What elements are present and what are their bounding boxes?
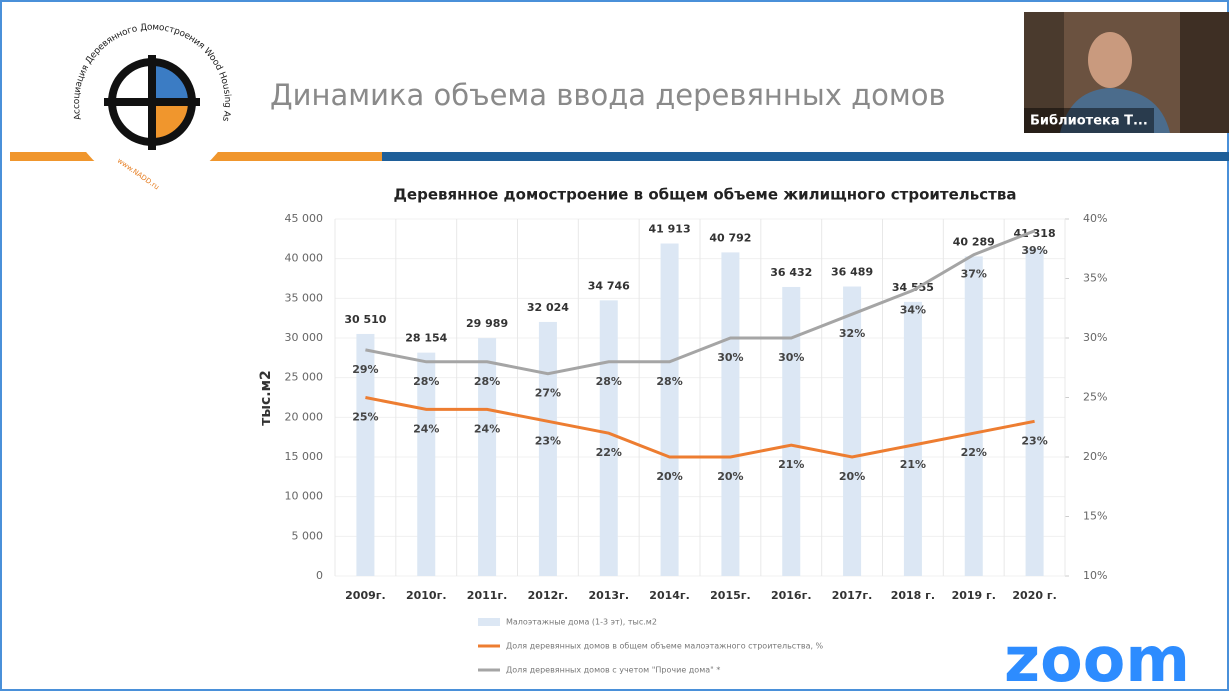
y-axis-label: тыс.м2 [258,370,274,426]
y-tick-label: 0 [316,569,323,582]
video-shelf [1024,12,1064,133]
y2-tick-label: 20% [1083,450,1107,463]
line-value-label: 22% [961,446,987,459]
y2-tick-label: 35% [1083,272,1107,285]
line-value-label: 34% [900,303,926,316]
line-series [365,229,1036,376]
y-tick-label: 15 000 [285,450,324,463]
line-series [365,396,1035,459]
line-value-label: 20% [656,470,682,483]
bar-value-label: 34 746 [588,279,630,292]
legend-swatch [478,618,500,626]
line-value-label: 28% [656,375,682,388]
line-value-label: 29% [352,363,378,376]
line-value-label: 23% [1021,434,1047,447]
bar-value-label: 41 913 [649,222,691,235]
bar [903,301,922,576]
x-tick-label: 2019 г. [952,589,996,602]
line-value-label: 30% [717,351,743,364]
bar [599,300,618,576]
bar-value-label: 28 154 [405,332,447,345]
line-value-label: 24% [413,422,439,435]
x-tick-label: 2010г. [406,589,447,602]
logo-quarter [152,102,192,142]
line-value-label: 37% [961,268,987,281]
bar-value-label: 36 432 [770,266,812,279]
x-tick-label: 2013г. [588,589,629,602]
line-value-label: 20% [839,470,865,483]
x-tick-label: 2020 г. [1012,589,1056,602]
bar [660,243,679,576]
bar [1025,248,1044,576]
y2-tick-label: 25% [1083,391,1107,404]
x-tick-label: 2012г. [528,589,569,602]
line-value-label: 22% [596,446,622,459]
bar [478,338,497,576]
y2-tick-label: 40% [1083,212,1107,225]
line-value-label: 21% [778,458,804,471]
zoom-logo: zoom [1004,623,1190,691]
y2-tick-label: 10% [1083,569,1107,582]
legend-label: Доля деревянных домов в общем объеме мал… [506,642,824,651]
x-tick-label: 2014г. [649,589,690,602]
bar-value-label: 36 489 [831,266,873,279]
y2-tick-label: 30% [1083,331,1107,344]
bar [782,286,801,576]
y-tick-label: 5 000 [292,529,324,542]
blue-band [382,152,1229,161]
slide-title: Динамика объема ввода деревянных домов [270,78,946,112]
x-tick-label: 2018 г. [891,589,935,602]
bar-value-label: 30 510 [344,313,386,326]
video-shelf [1180,12,1229,133]
line-value-label: 28% [413,375,439,388]
bar [538,321,557,576]
y-tick-label: 20 000 [285,410,324,423]
bar [843,286,862,576]
video-person [1088,32,1132,88]
bar [356,333,375,576]
y-tick-label: 35 000 [285,291,324,304]
line-value-label: 21% [900,458,926,471]
bar-value-label: 41 318 [1014,227,1056,240]
participant-name: Библиотека Т... [1030,114,1148,129]
x-tick-label: 2017г. [832,589,873,602]
y2-tick-label: 15% [1083,510,1107,523]
x-tick-label: 2011г. [467,589,508,602]
bar [964,256,983,576]
bar-value-label: 29 989 [466,317,508,330]
bar [721,252,740,576]
line-value-label: 28% [474,375,500,388]
video-person [1060,88,1170,133]
line-value-label: 27% [535,387,561,400]
line-value-label: 30% [778,351,804,364]
line-value-label: 23% [535,434,561,447]
y-tick-label: 10 000 [285,490,324,503]
y-tick-label: 45 000 [285,212,324,225]
legend-label: Малоэтажные дома (1-3 эт), тыс.м2 [506,618,657,627]
legend-label: Доля деревянных домов с учетом "Прочие д… [506,666,720,675]
line-value-label: 39% [1021,244,1047,257]
y-tick-label: 25 000 [285,371,324,384]
line-value-label: 32% [839,327,865,340]
video-tile[interactable]: Библиотека Т... [1024,12,1229,133]
chart-title: Деревянное домостроение в общем объеме ж… [394,186,1017,204]
y-tick-label: 40 000 [285,252,324,265]
bar-value-label: 40 792 [709,231,751,244]
y-tick-label: 30 000 [285,331,324,344]
name-plate [1024,108,1154,133]
line-value-label: 25% [352,411,378,424]
line-value-label: 20% [717,470,743,483]
line-value-label: 24% [474,422,500,435]
bar-value-label: 32 024 [527,301,569,314]
logo-quarter [152,62,192,102]
bar-value-label: 40 289 [953,235,995,248]
x-tick-label: 2016г. [771,589,812,602]
x-tick-label: 2015г. [710,589,751,602]
line-value-label: 28% [596,375,622,388]
x-tick-label: 2009г. [345,589,386,602]
